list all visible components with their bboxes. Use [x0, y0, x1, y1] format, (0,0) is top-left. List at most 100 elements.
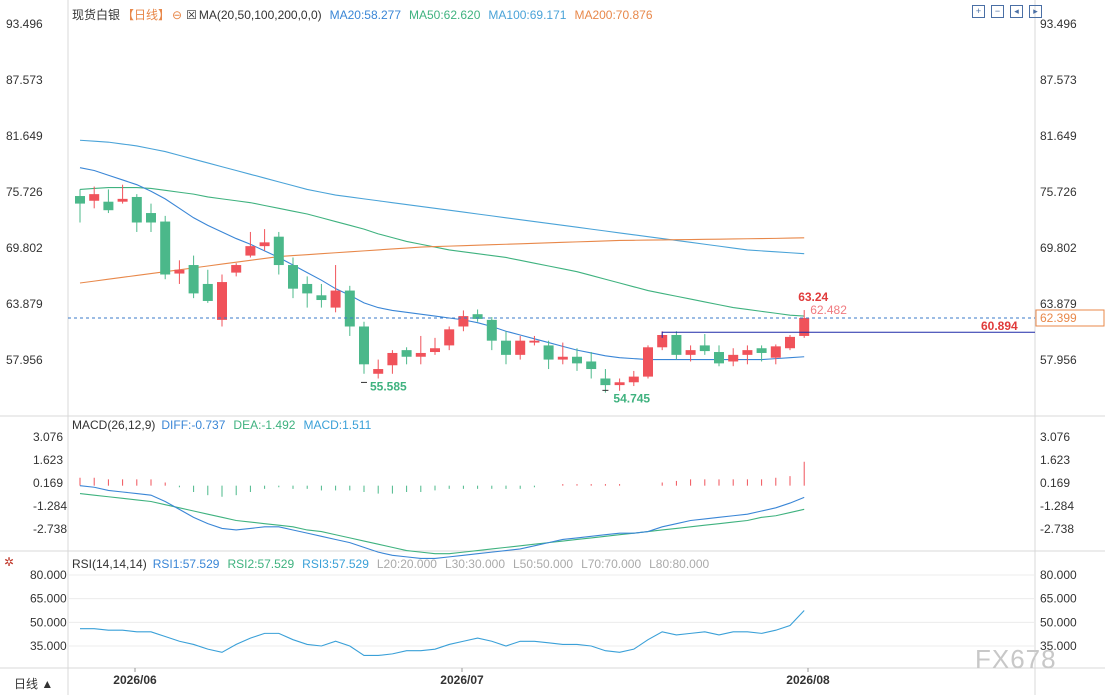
rsi2-value: RSI2:57.529 — [227, 557, 295, 571]
price-tick-right: 87.573 — [1040, 73, 1077, 87]
candle-body — [799, 317, 810, 336]
l70-value: L70:70.000 — [581, 557, 642, 571]
level-line — [661, 331, 1035, 338]
price-tick-right: 63.879 — [1040, 297, 1077, 311]
candle-body — [444, 329, 455, 346]
dea-value: DEA:-1.492 — [233, 418, 296, 432]
candle-body — [756, 348, 767, 353]
ma-settings-icon[interactable]: ☒ — [186, 8, 197, 22]
candle-body — [330, 290, 341, 308]
macd-legend: MACD(26,12,9) DIFF:-0.737 DEA:-1.492 MACD:1… — [72, 418, 379, 432]
candle-body — [600, 378, 611, 386]
current-price-tag-text: 62.399 — [1040, 311, 1077, 325]
candle-body — [458, 316, 469, 327]
candle-body — [387, 352, 398, 366]
l80-value: L80:80.000 — [649, 557, 710, 571]
candle-body — [586, 361, 597, 370]
period-label: 【日线】 — [122, 8, 171, 22]
candle-body — [131, 196, 142, 223]
rsi-tick-left: 65.000 — [30, 592, 67, 606]
ma100-line — [79, 139, 805, 255]
candle-body — [231, 265, 242, 273]
candle-body — [117, 198, 128, 202]
date-label: 2026/07 — [440, 673, 484, 687]
watermark-logo: FX678 — [975, 644, 1057, 674]
candle-body — [430, 348, 440, 353]
diff-value: DIFF:-0.737 — [161, 418, 226, 432]
candle-body — [288, 265, 298, 289]
diff-line — [79, 485, 805, 560]
candle-body — [728, 354, 739, 362]
candle-body — [685, 350, 696, 355]
macd-tick-left: -1.284 — [33, 499, 67, 513]
scroll-right-icon[interactable]: ▸ — [1029, 5, 1042, 18]
ma50-line — [79, 186, 805, 317]
scroll-left-icon[interactable]: ◂ — [1010, 5, 1023, 18]
macd-tick-left: 0.169 — [33, 476, 63, 490]
zoom-in-icon[interactable]: + — [972, 5, 985, 18]
symbol-name: 现货白银 — [72, 8, 121, 22]
current-price-tag — [1035, 309, 1105, 327]
price-tick-left: 75.726 — [6, 185, 43, 199]
rsi3-value: RSI3:57.529 — [302, 557, 369, 571]
ma-params: MA(20,50,100,200,0,0) — [198, 8, 322, 22]
rsi-tick-right: 65.000 — [1040, 592, 1077, 606]
price-legend: 现货白银 【日线】 ⊖ ☒ MA(20,50,100,200,0,0) MA20:58.2… — [72, 6, 661, 23]
candle-body — [245, 246, 256, 256]
candle-body — [188, 265, 199, 294]
macd-panel — [79, 461, 805, 560]
macd-tick-right: 3.076 — [1040, 430, 1070, 444]
candle-body — [614, 382, 625, 386]
rsi-panel — [80, 610, 805, 657]
candle-body — [699, 345, 710, 352]
price-tick-left: 87.573 — [6, 73, 43, 87]
candle-body — [785, 336, 795, 349]
rsi-settings-icon[interactable]: ✲ — [4, 555, 15, 569]
rsi-tick-left: 80.000 — [30, 568, 67, 582]
ma100-value: MA100:69.171 — [488, 8, 567, 22]
macd-tick-right: -1.284 — [1040, 499, 1074, 513]
candle-body — [344, 290, 355, 327]
candle-body — [557, 356, 568, 360]
candle-body — [529, 340, 540, 343]
level-label: 60.894 — [981, 319, 1018, 333]
candle-body — [103, 201, 114, 211]
candle-body — [217, 282, 227, 320]
candle-body — [501, 340, 511, 355]
candle-body — [259, 242, 270, 247]
candle-body — [373, 369, 384, 374]
settings-icon[interactable]: ⊖ — [172, 8, 183, 22]
rsi-tick-right: 80.000 — [1040, 568, 1077, 582]
ma50-value: MA50:62.620 — [409, 8, 481, 22]
candle-body — [316, 295, 327, 301]
low-label-1: 55.585 — [370, 379, 407, 393]
zoom-out-icon[interactable]: − — [991, 5, 1004, 18]
candle-body — [160, 221, 171, 275]
price-tick-right: 93.496 — [1040, 17, 1077, 31]
low-label-2: 54.745 — [613, 391, 650, 405]
macd-tick-left: -2.738 — [33, 522, 67, 536]
candle-body — [515, 340, 526, 355]
macd-tick-left: 1.623 — [33, 453, 63, 467]
rsi-params: RSI(14,14,14) — [72, 557, 147, 571]
candle-body — [174, 269, 185, 274]
macd-tick-right: -2.738 — [1040, 522, 1074, 536]
axes: 93.496 93.496 87.573 87.573 81.649 81.649 75.7… — [6, 17, 1077, 687]
candle-body — [401, 350, 412, 357]
rsi-tick-left: 50.000 — [30, 615, 67, 629]
candle-body — [643, 347, 653, 377]
rsi-tick-left: 35.000 — [30, 639, 67, 653]
ma20-value: MA20:58.277 — [329, 8, 401, 22]
price-tick-left: 63.879 — [6, 297, 43, 311]
candle-body — [486, 319, 497, 341]
candle-body — [543, 345, 554, 360]
l20-value: L20:20.000 — [376, 557, 437, 571]
candle-body — [415, 352, 426, 357]
candle-body — [657, 335, 668, 348]
candle-body — [89, 194, 100, 201]
period-switch-button[interactable]: 日线 ▲ — [14, 677, 54, 691]
candle-body — [302, 283, 313, 294]
candle-body — [472, 314, 483, 319]
candle-body — [742, 350, 753, 355]
candle-body — [770, 346, 781, 358]
